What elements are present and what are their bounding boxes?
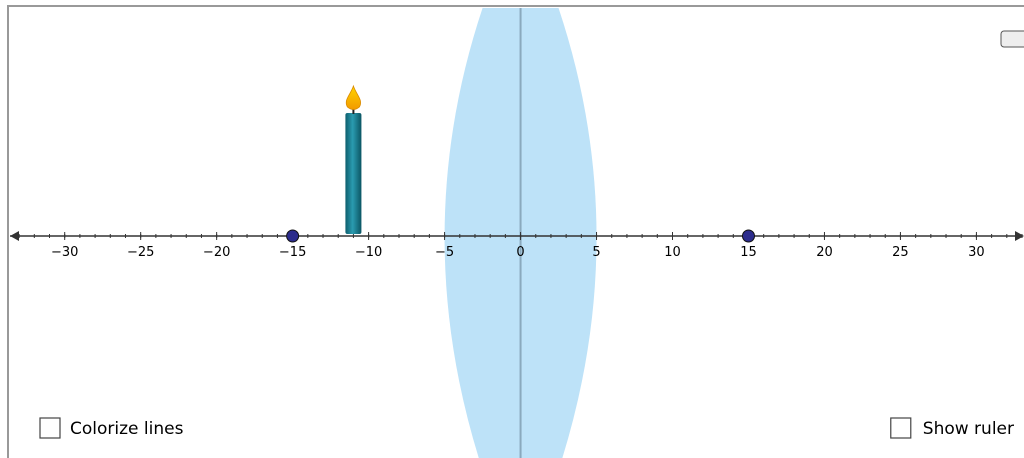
candle-body (345, 113, 361, 234)
focal-point[interactable] (287, 230, 299, 242)
checkbox-box (891, 418, 911, 438)
focal-point[interactable] (742, 230, 754, 242)
x-tick-label: −30 (51, 245, 78, 260)
x-tick-label: 30 (968, 245, 985, 260)
applet: −30 −25 −20 −15 −10 −5 0 5 10 15 20 25 30 Colorize l… (0, 0, 1024, 458)
x-tick-label: 0 (516, 245, 524, 260)
x-tick-label: −20 (203, 245, 230, 260)
page: {"axis": {"xlim": [-33.6, 33], "xticks":… (0, 0, 1024, 458)
x-tick-label: 5 (592, 245, 600, 260)
x-tick-label: 15 (740, 245, 757, 260)
corner-button[interactable] (1001, 31, 1024, 47)
x-tick-label: 25 (892, 245, 909, 260)
x-tick-label: 10 (664, 245, 681, 260)
x-tick-label: −10 (355, 245, 382, 260)
checkbox[interactable]: Show ruler (891, 418, 1014, 439)
checkbox-label: Colorize lines (70, 419, 184, 439)
checkbox-box (40, 418, 60, 438)
checkbox-label: Show ruler (923, 419, 1014, 439)
x-tick-label: −5 (435, 245, 454, 260)
x-tick-label: −15 (279, 245, 306, 260)
x-tick-label: 20 (816, 245, 833, 260)
x-tick-label: −25 (127, 245, 154, 260)
